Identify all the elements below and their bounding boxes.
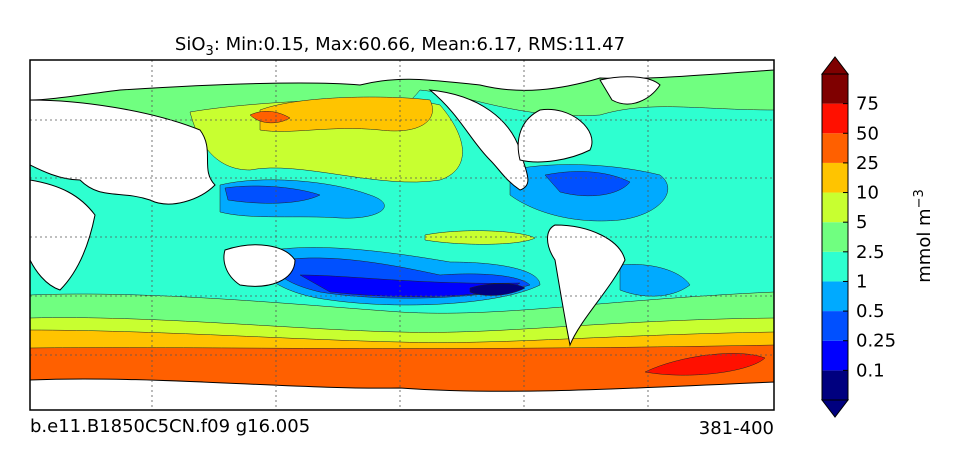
colorbar-tick-label: 1 bbox=[856, 271, 867, 292]
title-species: SiO bbox=[175, 34, 206, 55]
colorbar-tick-label: 10 bbox=[856, 183, 879, 204]
map-frame bbox=[29, 59, 775, 411]
colorbar-box bbox=[822, 192, 848, 223]
colorbar-box bbox=[822, 370, 848, 400]
unit-exponent: −3 bbox=[912, 189, 927, 208]
colorbar-box bbox=[822, 133, 848, 163]
colorbar-box bbox=[822, 103, 848, 134]
colorbar-label: mmol m−3 bbox=[912, 189, 935, 283]
graticule bbox=[30, 60, 774, 410]
case-name: b.e11.B1850C5CN.f09 g16.005 bbox=[30, 416, 310, 437]
colorbar-box bbox=[822, 340, 848, 371]
colorbar-tick-label: 0.1 bbox=[856, 360, 885, 381]
colorbar-box bbox=[822, 74, 848, 104]
title: SiO3: Min:0.15, Max:60.66, Mean:6.17, RM… bbox=[175, 34, 625, 59]
colorbar: 0.1 0.25 0.5 1 2.5 5 10 25 50 75 bbox=[820, 56, 896, 418]
colorbar-tick-label: 75 bbox=[856, 94, 879, 115]
colorbar-tick-label: 2.5 bbox=[856, 242, 885, 263]
colorbar-box bbox=[822, 162, 848, 193]
years: 381-400 bbox=[699, 418, 774, 439]
unit: mmol m bbox=[914, 208, 935, 282]
colorbar-tick-label: 25 bbox=[856, 153, 879, 174]
map bbox=[30, 60, 774, 410]
extend-bottom bbox=[820, 399, 850, 418]
colorbar-tick-label: 5 bbox=[856, 212, 867, 233]
extend-top bbox=[820, 56, 850, 75]
colorbar-box bbox=[822, 281, 848, 312]
colorbar-frame bbox=[821, 73, 849, 401]
title-stats: : Min:0.15, Max:60.66, Mean:6.17, RMS:11… bbox=[214, 34, 625, 55]
colorbar-box bbox=[822, 222, 848, 252]
colorbar-box bbox=[822, 251, 848, 282]
colorbar-tick-label: 0.25 bbox=[856, 331, 896, 352]
colorbar-tick-label: 50 bbox=[856, 123, 879, 144]
colorbar-box bbox=[822, 311, 848, 341]
title-subscript: 3 bbox=[206, 44, 214, 59]
colorbar-tick-label: 0.5 bbox=[856, 301, 885, 322]
